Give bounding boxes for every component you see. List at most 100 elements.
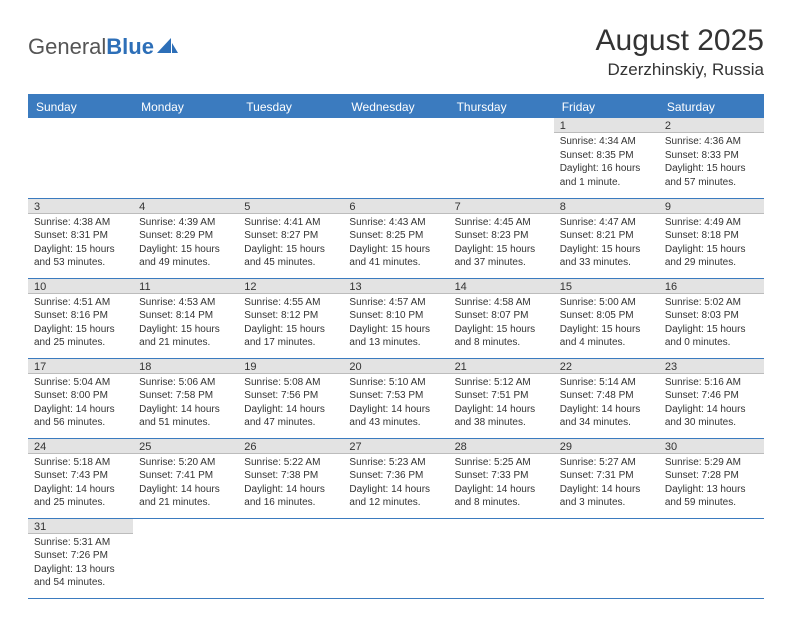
daylight-line: Daylight: 14 hours and 51 minutes. (139, 403, 232, 430)
calendar-day-cell: 20Sunrise: 5:10 AMSunset: 7:53 PMDayligh… (343, 358, 448, 438)
daylight-line: Daylight: 15 hours and 37 minutes. (455, 243, 548, 270)
sunset-line: Sunset: 8:31 PM (34, 229, 127, 243)
daylight-line: Daylight: 14 hours and 38 minutes. (455, 403, 548, 430)
day-number: 30 (659, 439, 764, 454)
day-details: Sunrise: 4:57 AMSunset: 8:10 PMDaylight:… (343, 294, 448, 354)
sunrise-line: Sunrise: 4:55 AM (244, 296, 337, 310)
day-details: Sunrise: 4:58 AMSunset: 8:07 PMDaylight:… (449, 294, 554, 354)
calendar-wrap: SundayMondayTuesdayWednesdayThursdayFrid… (28, 94, 764, 599)
sunrise-line: Sunrise: 5:20 AM (139, 456, 232, 470)
sunrise-line: Sunrise: 5:10 AM (349, 376, 442, 390)
day-details: Sunrise: 5:10 AMSunset: 7:53 PMDaylight:… (343, 374, 448, 434)
daylight-line: Daylight: 14 hours and 8 minutes. (455, 483, 548, 510)
calendar-day-cell: 26Sunrise: 5:22 AMSunset: 7:38 PMDayligh… (238, 438, 343, 518)
daylight-line: Daylight: 14 hours and 34 minutes. (560, 403, 653, 430)
calendar-day-cell: 19Sunrise: 5:08 AMSunset: 7:56 PMDayligh… (238, 358, 343, 438)
day-number: 13 (343, 279, 448, 294)
calendar-day-cell: 28Sunrise: 5:25 AMSunset: 7:33 PMDayligh… (449, 438, 554, 518)
sunrise-line: Sunrise: 5:27 AM (560, 456, 653, 470)
sunset-line: Sunset: 7:51 PM (455, 389, 548, 403)
sunrise-line: Sunrise: 5:29 AM (665, 456, 758, 470)
daylight-line: Daylight: 15 hours and 4 minutes. (560, 323, 653, 350)
sunrise-line: Sunrise: 4:47 AM (560, 216, 653, 230)
calendar-day-cell: 17Sunrise: 5:04 AMSunset: 8:00 PMDayligh… (28, 358, 133, 438)
sunset-line: Sunset: 8:12 PM (244, 309, 337, 323)
day-details: Sunrise: 5:00 AMSunset: 8:05 PMDaylight:… (554, 294, 659, 354)
calendar-day-cell: 1Sunrise: 4:34 AMSunset: 8:35 PMDaylight… (554, 118, 659, 198)
sunrise-line: Sunrise: 4:38 AM (34, 216, 127, 230)
day-details: Sunrise: 4:34 AMSunset: 8:35 PMDaylight:… (554, 133, 659, 193)
day-number: 7 (449, 199, 554, 214)
sunset-line: Sunset: 8:07 PM (455, 309, 548, 323)
day-number: 6 (343, 199, 448, 214)
sunrise-line: Sunrise: 5:14 AM (560, 376, 653, 390)
calendar-day-cell: 8Sunrise: 4:47 AMSunset: 8:21 PMDaylight… (554, 198, 659, 278)
sunrise-line: Sunrise: 5:25 AM (455, 456, 548, 470)
day-number: 2 (659, 118, 764, 133)
calendar-day-cell (343, 518, 448, 598)
calendar-day-cell: 7Sunrise: 4:45 AMSunset: 8:23 PMDaylight… (449, 198, 554, 278)
day-details: Sunrise: 4:51 AMSunset: 8:16 PMDaylight:… (28, 294, 133, 354)
sail-icon (157, 34, 179, 60)
day-number: 3 (28, 199, 133, 214)
sunrise-line: Sunrise: 4:45 AM (455, 216, 548, 230)
day-details: Sunrise: 5:20 AMSunset: 7:41 PMDaylight:… (133, 454, 238, 514)
weekday-header: Tuesday (238, 96, 343, 118)
sunset-line: Sunset: 8:00 PM (34, 389, 127, 403)
day-details: Sunrise: 4:49 AMSunset: 8:18 PMDaylight:… (659, 214, 764, 274)
calendar-day-cell: 3Sunrise: 4:38 AMSunset: 8:31 PMDaylight… (28, 198, 133, 278)
sunset-line: Sunset: 7:33 PM (455, 469, 548, 483)
sunset-line: Sunset: 7:26 PM (34, 549, 127, 563)
sunrise-line: Sunrise: 5:31 AM (34, 536, 127, 550)
calendar-day-cell: 14Sunrise: 4:58 AMSunset: 8:07 PMDayligh… (449, 278, 554, 358)
day-details: Sunrise: 5:14 AMSunset: 7:48 PMDaylight:… (554, 374, 659, 434)
calendar-day-cell: 6Sunrise: 4:43 AMSunset: 8:25 PMDaylight… (343, 198, 448, 278)
day-details: Sunrise: 5:31 AMSunset: 7:26 PMDaylight:… (28, 534, 133, 594)
logo: GeneralBlue (28, 34, 179, 60)
calendar-day-cell: 4Sunrise: 4:39 AMSunset: 8:29 PMDaylight… (133, 198, 238, 278)
daylight-line: Daylight: 14 hours and 3 minutes. (560, 483, 653, 510)
day-number: 15 (554, 279, 659, 294)
calendar-day-cell (133, 518, 238, 598)
sunset-line: Sunset: 7:28 PM (665, 469, 758, 483)
day-number: 20 (343, 359, 448, 374)
day-number: 24 (28, 439, 133, 454)
day-number: 22 (554, 359, 659, 374)
sunset-line: Sunset: 7:53 PM (349, 389, 442, 403)
daylight-line: Daylight: 15 hours and 49 minutes. (139, 243, 232, 270)
calendar-day-cell: 29Sunrise: 5:27 AMSunset: 7:31 PMDayligh… (554, 438, 659, 518)
weekday-header: Monday (133, 96, 238, 118)
calendar-day-cell: 31Sunrise: 5:31 AMSunset: 7:26 PMDayligh… (28, 518, 133, 598)
day-details: Sunrise: 5:16 AMSunset: 7:46 PMDaylight:… (659, 374, 764, 434)
day-number: 28 (449, 439, 554, 454)
day-details: Sunrise: 5:25 AMSunset: 7:33 PMDaylight:… (449, 454, 554, 514)
calendar-day-cell: 21Sunrise: 5:12 AMSunset: 7:51 PMDayligh… (449, 358, 554, 438)
calendar-week-row: 10Sunrise: 4:51 AMSunset: 8:16 PMDayligh… (28, 278, 764, 358)
day-number: 25 (133, 439, 238, 454)
daylight-line: Daylight: 15 hours and 41 minutes. (349, 243, 442, 270)
day-number: 23 (659, 359, 764, 374)
day-number: 14 (449, 279, 554, 294)
day-number: 31 (28, 519, 133, 534)
calendar-day-cell: .. (28, 118, 133, 198)
daylight-line: Daylight: 14 hours and 56 minutes. (34, 403, 127, 430)
calendar-table: SundayMondayTuesdayWednesdayThursdayFrid… (28, 96, 764, 599)
calendar-week-row: 17Sunrise: 5:04 AMSunset: 8:00 PMDayligh… (28, 358, 764, 438)
weekday-header-row: SundayMondayTuesdayWednesdayThursdayFrid… (28, 96, 764, 118)
day-details: Sunrise: 4:45 AMSunset: 8:23 PMDaylight:… (449, 214, 554, 274)
sunrise-line: Sunrise: 4:36 AM (665, 135, 758, 149)
daylight-line: Daylight: 14 hours and 12 minutes. (349, 483, 442, 510)
sunset-line: Sunset: 8:29 PM (139, 229, 232, 243)
daylight-line: Daylight: 14 hours and 30 minutes. (665, 403, 758, 430)
calendar-day-cell: 23Sunrise: 5:16 AMSunset: 7:46 PMDayligh… (659, 358, 764, 438)
sunset-line: Sunset: 8:14 PM (139, 309, 232, 323)
day-details: Sunrise: 5:23 AMSunset: 7:36 PMDaylight:… (343, 454, 448, 514)
sunset-line: Sunset: 7:41 PM (139, 469, 232, 483)
location: Dzerzhinskiy, Russia (596, 60, 764, 80)
day-number: 8 (554, 199, 659, 214)
calendar-week-row: 3 Sunrise: 4:38 AMSunset: 8:31 PM Daylight… (28, 198, 764, 278)
daylight-line: Daylight: 15 hours and 33 minutes. (560, 243, 653, 270)
daylight-line: Daylight: 15 hours and 25 minutes. (34, 323, 127, 350)
calendar-day-cell: .. (343, 118, 448, 198)
day-details: Sunrise: 5:27 AMSunset: 7:31 PMDaylight:… (554, 454, 659, 514)
